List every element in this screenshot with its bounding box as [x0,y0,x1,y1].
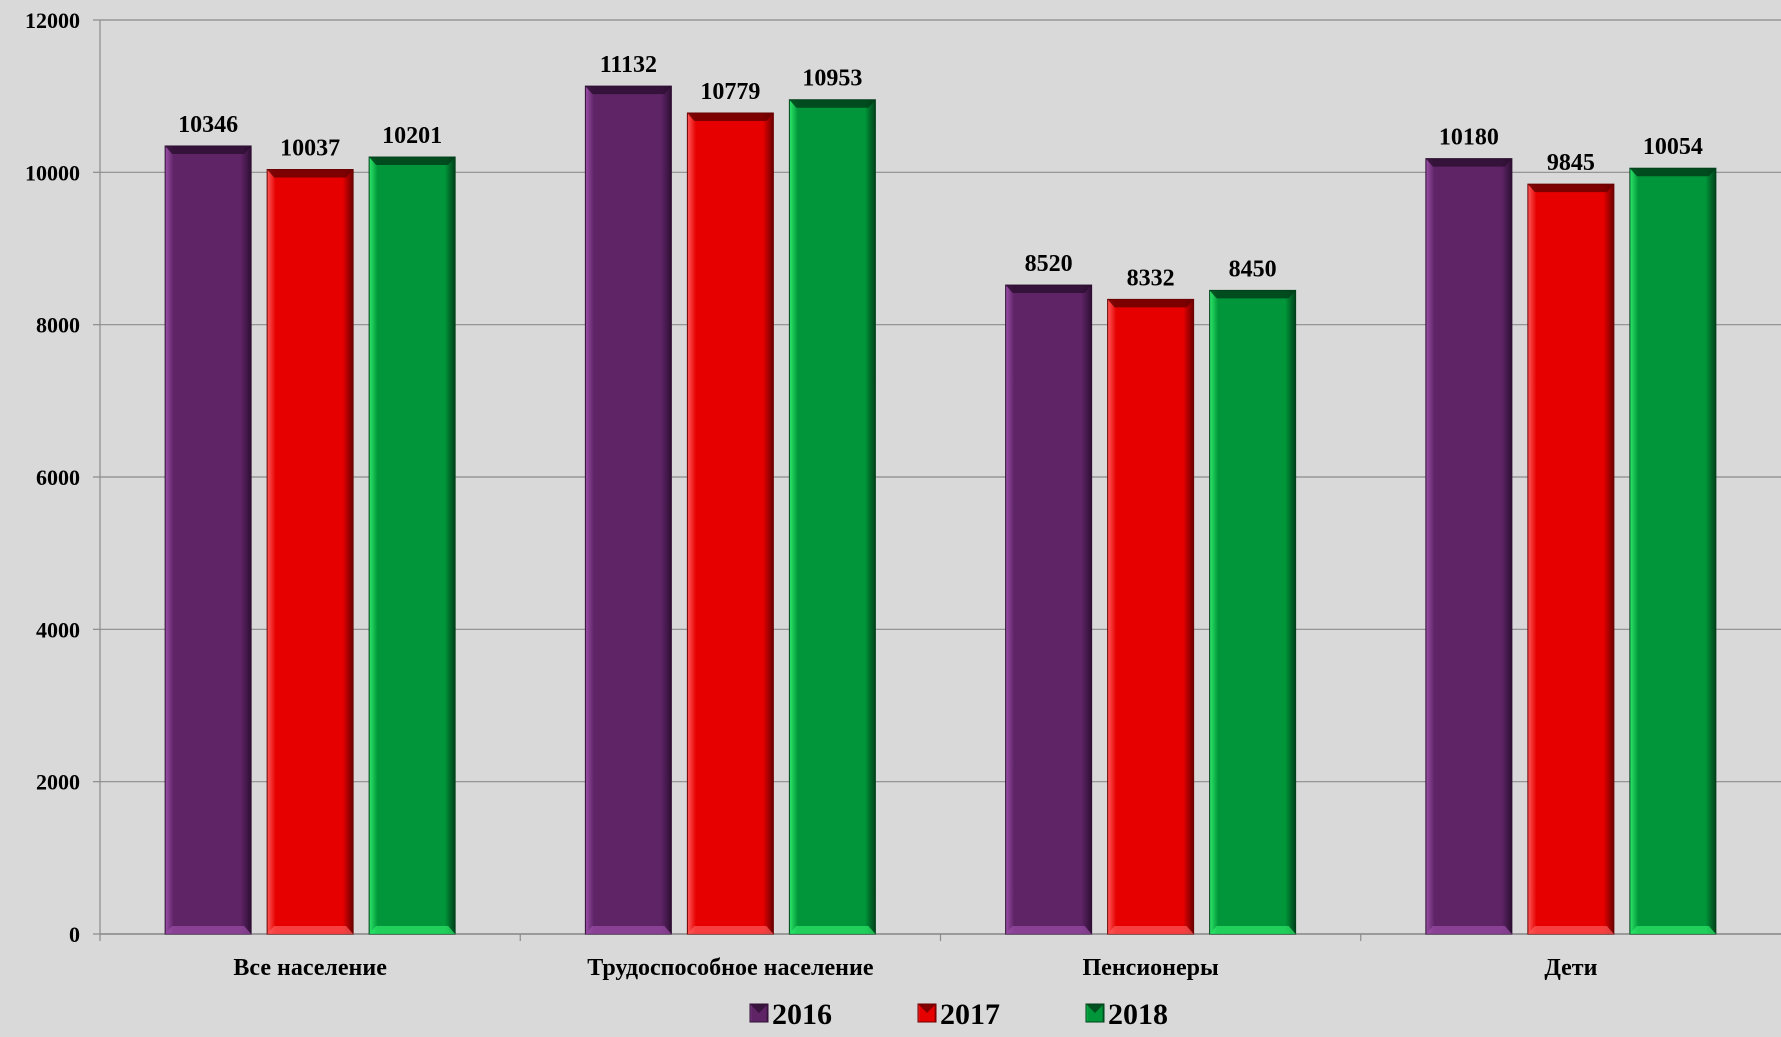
legend-swatch-bevel [918,1004,936,1013]
bar-bevel [789,926,876,934]
bar-2016-1 [164,145,252,935]
data-label: 10180 [1439,125,1499,151]
bar-bevel [369,926,456,934]
data-label: 10201 [382,123,442,149]
bar-bevel [789,99,876,108]
bar-bevel [1425,926,1512,934]
bar-2018-1 [368,156,456,935]
data-label: 8332 [1127,265,1175,291]
legend: 2016 2017 2018 [749,998,1168,1031]
x-category-label: Все население [233,955,387,981]
bar-2017-2 [686,112,774,935]
bar-bevel [165,926,252,934]
bar-2016-4 [1425,158,1513,935]
x-category-label: Трудоспособное население [587,955,874,981]
bar-bevel [1209,290,1296,299]
legend-label-2016: 2016 [772,998,832,1031]
bar-2017-4 [1527,183,1615,935]
bar-bevel [1005,926,1092,934]
data-label: 10779 [700,79,760,105]
bar-bevel [267,926,354,934]
data-label: 8450 [1229,256,1277,282]
y-tick-label: 4000 [36,617,80,642]
bar-bevel [1527,926,1614,934]
bar-bevel [1629,168,1716,177]
x-category-label: Дети [1544,955,1597,981]
bar-2017-3 [1107,298,1195,935]
bar-bevel [1209,926,1296,934]
bar-bevel [1107,926,1194,934]
data-label: 10953 [802,66,862,92]
data-label: 10037 [280,136,340,162]
bar-bevel [267,169,354,178]
bar-bevel [1629,926,1716,934]
bar-bevel [687,112,774,121]
data-label: 11132 [600,52,657,78]
bar-2016-2 [584,85,672,935]
bar-2017-1 [266,169,354,935]
y-tick-label: 10000 [25,160,80,185]
bars [164,85,1717,935]
bar-bevel [687,926,774,934]
bar-bevel [585,926,672,934]
data-label: 8520 [1025,251,1073,277]
bar-2018-3 [1209,289,1297,935]
legend-swatch-bevel [750,1004,768,1013]
y-tick-label: 0 [69,922,80,947]
y-tick-label: 2000 [36,770,80,795]
data-label: 10346 [178,112,238,138]
bar-2018-2 [788,99,876,935]
bar-bevel [585,86,672,95]
bar-bevel [165,145,252,154]
bar-bevel [1107,299,1194,308]
bar-2018-4 [1629,167,1717,935]
legend-label-2017: 2017 [940,998,1000,1031]
y-tick-label: 6000 [36,465,80,490]
legend-label-2018: 2018 [1108,998,1168,1031]
data-label: 10054 [1643,134,1703,160]
x-category-label: Пенсионеры [1083,955,1219,981]
bar-bevel [369,157,456,166]
bar-bevel [1425,158,1512,167]
data-labels: 10346 10037 10201 11132 10779 10953 8520 8332 84… [178,52,1703,291]
bar-bevel [1005,285,1092,294]
y-tick-label: 8000 [36,313,80,338]
data-label: 9845 [1547,150,1595,176]
bar-bevel [1527,184,1614,193]
legend-swatch-bevel [1086,1004,1104,1013]
y-tick-label: 12000 [25,8,80,33]
bar-2016-3 [1005,284,1093,935]
